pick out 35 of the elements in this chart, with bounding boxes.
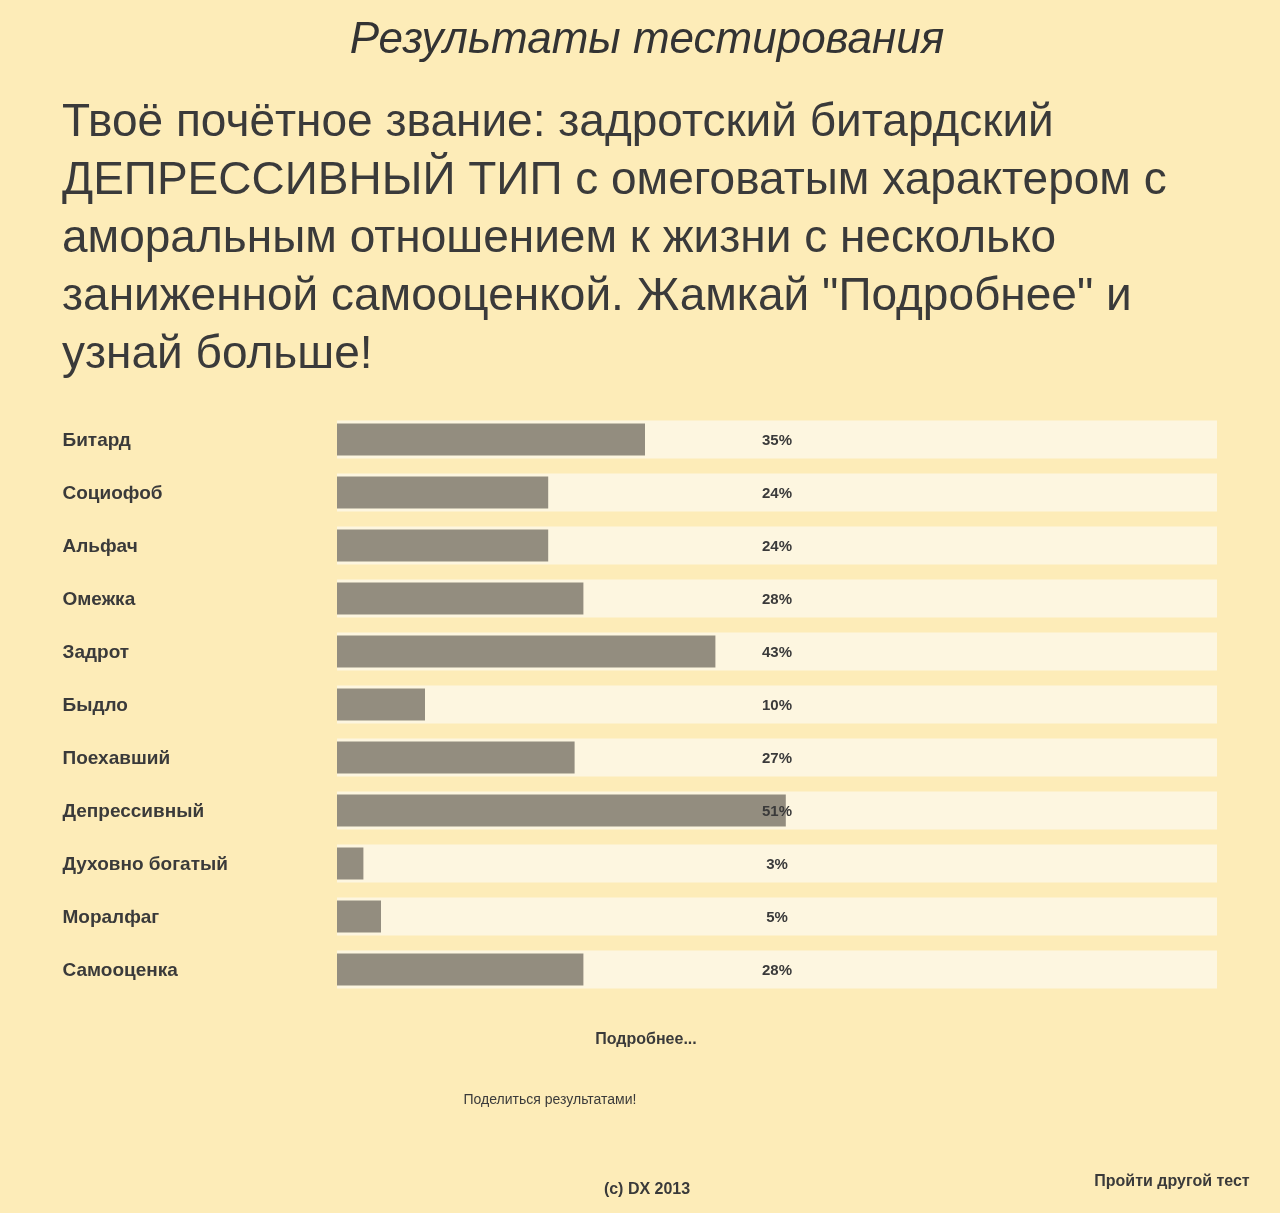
- y-tick-label: Быдло: [62, 693, 128, 715]
- data-label: 27%: [761, 748, 793, 766]
- data-label: 10%: [761, 695, 793, 713]
- bar: [337, 900, 381, 933]
- bar: [337, 476, 549, 509]
- y-tick-label: Битард: [62, 428, 131, 450]
- y-tick-label: Омежка: [62, 587, 136, 609]
- y-tick-label: Поехавший: [62, 746, 171, 768]
- y-tick-label: Альфач: [62, 534, 138, 556]
- data-label: 43%: [761, 642, 793, 660]
- bar: [337, 741, 575, 774]
- y-tick-label: Социофоб: [62, 481, 163, 503]
- bar: [337, 529, 549, 562]
- y-tick-label: Самооценка: [62, 958, 179, 980]
- chart-subtitle: Твоё почётное звание: задротский битардский ДЕПРЕССИВНЫЙ ТИП с омеговатым характером с аморальным отношением к жизни с несколько заниженной самооценкой. Жамкай "Подробнее" и узнай больше!: [62, 94, 1167, 378]
- data-label: 24%: [761, 536, 793, 554]
- data-label: 35%: [761, 430, 793, 448]
- bar: [337, 847, 364, 880]
- bar: [337, 953, 584, 986]
- data-label: 24%: [761, 483, 793, 501]
- chart-title: Результаты тестирования: [349, 13, 945, 62]
- data-label: 28%: [761, 960, 793, 978]
- y-tick-label: Моралфаг: [62, 905, 160, 927]
- data-label: 3%: [766, 854, 788, 872]
- text: Поделиться результатами!: [463, 1091, 637, 1107]
- bar: [337, 582, 584, 615]
- data-label: 28%: [761, 589, 793, 607]
- bar: [337, 688, 425, 721]
- text: (c) DX 2013: [603, 1180, 691, 1197]
- data-label: 5%: [766, 907, 788, 925]
- text: Пройти другой тест: [1094, 1172, 1250, 1189]
- y-tick-label: Духовно богатый: [62, 852, 228, 874]
- y-tick-label: Задрот: [62, 640, 130, 662]
- text: Подробнее...: [595, 1030, 697, 1047]
- y-tick-label: Депрессивный: [62, 799, 205, 821]
